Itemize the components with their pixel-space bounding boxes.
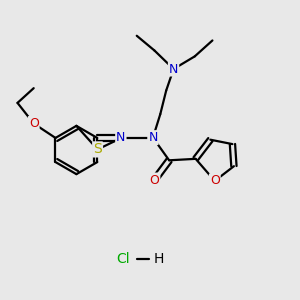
- Text: O: O: [210, 174, 220, 188]
- Text: O: O: [149, 173, 159, 187]
- Text: N: N: [116, 131, 125, 144]
- Text: S: S: [93, 142, 102, 156]
- Text: N: N: [169, 62, 178, 76]
- Text: N: N: [148, 131, 158, 144]
- Text: O: O: [29, 117, 39, 130]
- Text: Cl: Cl: [117, 252, 130, 266]
- Text: H: H: [154, 252, 164, 266]
